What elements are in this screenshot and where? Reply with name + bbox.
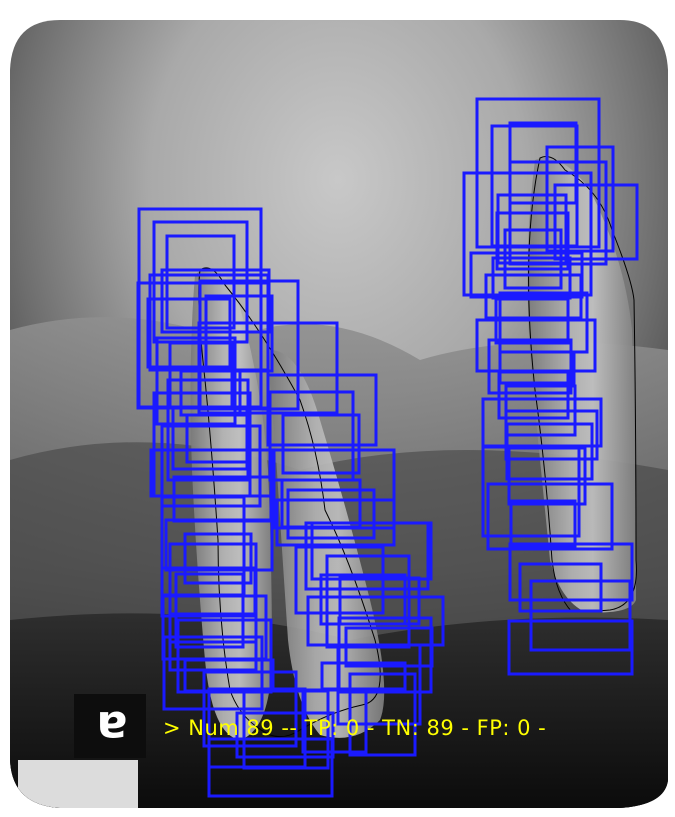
tooth-left: [190, 267, 272, 740]
stats-overlay-text: > Num 89 -- TP: 0 - TN: 89 - FP: 0 -: [163, 716, 547, 740]
detection-box: [553, 183, 639, 261]
detection-box: [484, 273, 583, 320]
detection-box: [266, 373, 378, 447]
detection-box: [185, 413, 249, 464]
detection-box: [495, 211, 570, 271]
detection-box: [325, 554, 411, 649]
detection-box: [545, 145, 615, 253]
detection-box: [344, 626, 434, 668]
detection-box: [509, 499, 577, 548]
detection-box: [183, 532, 253, 585]
detection-box: [202, 670, 298, 748]
detection-box: [486, 482, 614, 551]
detection-box: [498, 350, 576, 385]
detection-box: [164, 518, 274, 572]
detection-box: [487, 338, 573, 395]
detection-box: [160, 566, 257, 618]
detection-box: [174, 572, 245, 649]
detection-box: [507, 619, 634, 676]
detection-box: [146, 297, 232, 369]
detection-box: [286, 488, 376, 540]
detection-box: [518, 562, 603, 613]
tooth-right: [527, 158, 636, 613]
detection-box: [160, 424, 262, 508]
detection-box: [280, 478, 362, 529]
detection-box: [168, 612, 258, 672]
detection-box: [301, 688, 368, 754]
detection-box: [183, 658, 275, 693]
detection-box: [207, 737, 334, 798]
detection-box: [507, 446, 587, 506]
detection-box: [508, 542, 634, 602]
detection-box: [505, 422, 594, 481]
detection-boxes: [136, 97, 639, 798]
detection-box: [235, 711, 335, 759]
detection-box: [497, 370, 570, 420]
film-orientation-mark: a: [96, 701, 128, 755]
detection-box: [242, 689, 330, 770]
detection-box: [281, 413, 361, 475]
detection-box: [348, 672, 417, 757]
detection-box: [338, 576, 421, 626]
detection-box: [336, 643, 422, 726]
detection-box: [529, 579, 632, 652]
detection-box: [462, 171, 593, 297]
